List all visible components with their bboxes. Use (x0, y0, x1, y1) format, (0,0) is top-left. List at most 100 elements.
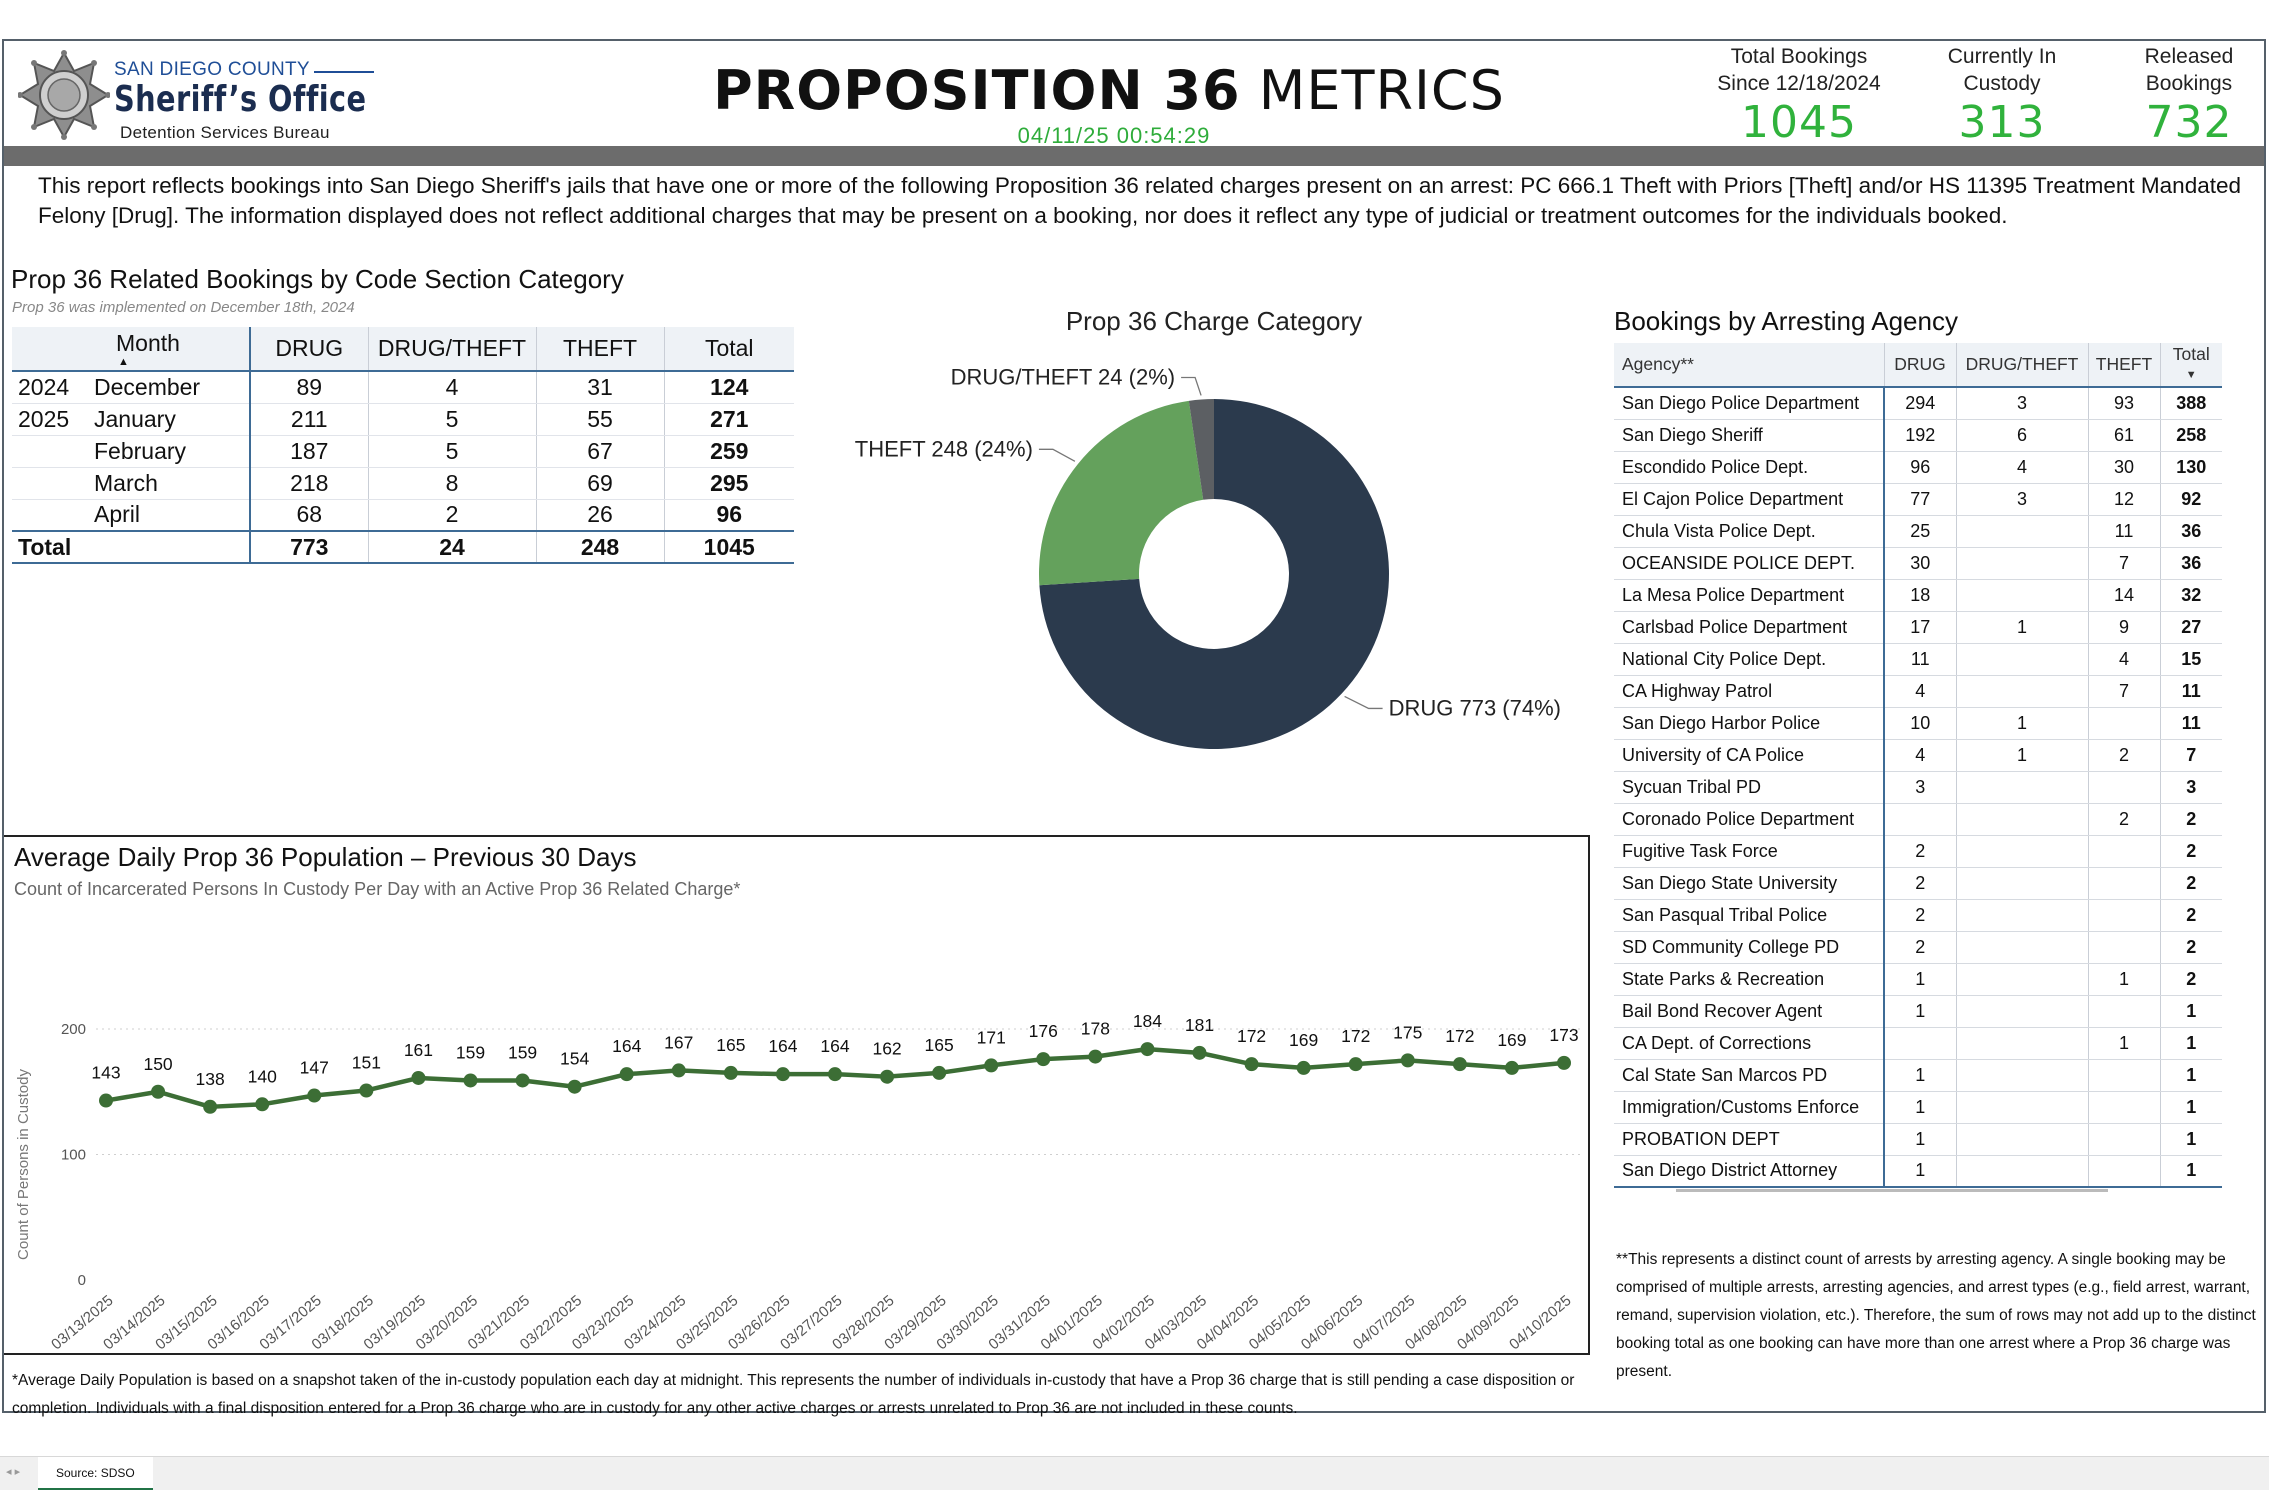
total-cell: 2 (2160, 931, 2222, 964)
drug-theft-header[interactable]: DRUG/THEFT (368, 327, 537, 372)
data-point[interactable] (1400, 1053, 1415, 1068)
data-point[interactable] (932, 1065, 947, 1080)
agency-cell: Sycuan Tribal PD (1614, 771, 1885, 804)
data-point[interactable] (359, 1083, 374, 1098)
data-point[interactable] (1192, 1045, 1207, 1060)
drug-header[interactable]: DRUG (1884, 343, 1957, 388)
table-row[interactable]: National City Police Dept. 11 4 15 (1614, 643, 2222, 676)
agency-cell: Escondido Police Dept. (1614, 451, 1885, 484)
drug-theft-header[interactable]: DRUG/THEFT (1956, 343, 2089, 388)
donut-leader-line (1038, 448, 1076, 462)
table-row[interactable]: Cal State San Marcos PD 1 1 (1614, 1059, 2222, 1092)
table-row[interactable]: University of CA Police 4 1 2 7 (1614, 739, 2222, 772)
donut-slice-theft[interactable] (1039, 400, 1204, 586)
data-label: 184 (1133, 1011, 1162, 1031)
table-row[interactable]: El Cajon Police Department 77 3 12 92 (1614, 483, 2222, 516)
drug-cell: 1 (1884, 1123, 1957, 1156)
drug-cell: 2 (1884, 899, 1957, 932)
table-scrollbar[interactable] (1676, 1189, 2108, 1192)
data-point[interactable] (1557, 1055, 1571, 1070)
data-point[interactable] (1244, 1057, 1259, 1072)
table-row[interactable]: La Mesa Police Department 18 14 32 (1614, 579, 2222, 612)
table-row[interactable]: San Diego State University 2 2 (1614, 867, 2222, 900)
data-point[interactable] (1036, 1052, 1051, 1067)
table-row[interactable]: April 68 2 26 96 (12, 499, 794, 532)
month-header[interactable]: Month ▲ (90, 327, 251, 372)
agency-cell: San Diego Police Department (1614, 387, 1885, 420)
tab-source[interactable]: Source: SDSO (38, 1457, 153, 1490)
table-row[interactable]: Chula Vista Police Dept. 25 11 36 (1614, 515, 2222, 548)
data-point[interactable] (671, 1063, 686, 1078)
table-row[interactable]: San Diego Police Department 294 3 93 388 (1614, 387, 2222, 420)
table-row[interactable]: OCEANSIDE POLICE DEPT. 30 7 36 (1614, 547, 2222, 580)
sort-descending-icon[interactable]: ▼ (2185, 369, 2197, 381)
table-row[interactable]: PROBATION DEPT 1 1 (1614, 1123, 2222, 1156)
data-point[interactable] (984, 1058, 999, 1073)
table-row[interactable]: CA Dept. of Corrections 1 1 (1614, 1027, 2222, 1060)
data-point[interactable] (99, 1093, 113, 1108)
data-point[interactable] (411, 1070, 426, 1085)
table-row[interactable]: February 187 5 67 259 (12, 435, 794, 468)
data-point[interactable] (775, 1067, 790, 1082)
table-row[interactable]: Bail Bond Recover Agent 1 1 (1614, 995, 2222, 1028)
donut-slice-drug[interactable] (1039, 399, 1389, 749)
table-row[interactable]: Immigration/Customs Enforce 1 1 (1614, 1091, 2222, 1124)
table-row[interactable]: San Diego Sheriff 192 6 61 258 (1614, 419, 2222, 452)
drug-cell: 3 (1884, 771, 1957, 804)
total-header[interactable]: Total ▼ (2160, 343, 2222, 388)
data-point[interactable] (203, 1099, 218, 1114)
drug-cell (1884, 803, 1957, 836)
donut-data-label: DRUG/THEFT 24 (2%) (951, 364, 1176, 389)
table-row[interactable]: San Diego District Attorney 1 1 (1614, 1155, 2222, 1188)
table-row[interactable]: 2025 January 211 5 55 271 (12, 403, 794, 436)
data-point[interactable] (1296, 1060, 1311, 1075)
data-point[interactable] (1140, 1042, 1155, 1057)
data-point[interactable] (1452, 1057, 1467, 1072)
table-row[interactable]: March 218 8 69 295 (12, 467, 794, 500)
data-point[interactable] (723, 1065, 738, 1080)
data-point[interactable] (463, 1073, 478, 1088)
data-point[interactable] (1504, 1060, 1519, 1075)
kpi-label: Since 12/18/2024 (1717, 72, 1881, 95)
tab-scroll-arrows[interactable]: ◂ ▸ (6, 1466, 21, 1478)
drug-header[interactable]: DRUG (250, 327, 369, 372)
data-point[interactable] (828, 1067, 842, 1082)
data-point[interactable] (515, 1073, 530, 1088)
data-label: 172 (1341, 1026, 1370, 1046)
table-row[interactable]: Sycuan Tribal PD 3 3 (1614, 771, 2222, 804)
drug-cell: 1 (1884, 1155, 1957, 1188)
table-row[interactable]: SD Community College PD 2 2 (1614, 931, 2222, 964)
month-header-label: Month (116, 330, 180, 356)
agency-header[interactable]: Agency** (1614, 343, 1885, 388)
table-row[interactable]: 2024 December 89 4 31 124 (12, 371, 794, 404)
table-row[interactable]: Coronado Police Department 2 2 (1614, 803, 2222, 836)
table-row[interactable]: Escondido Police Dept. 96 4 30 130 (1614, 451, 2222, 484)
table-row[interactable]: CA Highway Patrol 4 7 11 (1614, 675, 2222, 708)
year-cell (12, 499, 90, 532)
data-point[interactable] (255, 1097, 270, 1112)
data-point[interactable] (1088, 1049, 1103, 1064)
data-point[interactable] (880, 1069, 895, 1084)
data-point[interactable] (151, 1084, 166, 1099)
data-point[interactable] (307, 1088, 322, 1103)
theft-header[interactable]: THEFT (2088, 343, 2161, 388)
sort-ascending-icon[interactable]: ▲ (118, 356, 129, 368)
data-label: 165 (925, 1035, 954, 1055)
table-row[interactable]: San Diego Harbor Police 10 1 11 (1614, 707, 2222, 740)
table-row[interactable]: Carlsbad Police Department 17 1 9 27 (1614, 611, 2222, 644)
total-cell: 2 (2160, 867, 2222, 900)
drug-cell: 10 (1884, 707, 1957, 740)
donut-slice-drug-theft[interactable] (1188, 399, 1214, 500)
y-tick-label: 200 (61, 1021, 86, 1038)
data-point[interactable] (1348, 1057, 1363, 1072)
table-row[interactable]: San Pasqual Tribal Police 2 2 (1614, 899, 2222, 932)
theft-header[interactable]: THEFT (536, 327, 665, 372)
table-row[interactable]: Fugitive Task Force 2 2 (1614, 835, 2222, 868)
total-header[interactable]: Total (664, 327, 794, 372)
drug-cell: 4 (1884, 675, 1957, 708)
data-point[interactable] (619, 1067, 634, 1082)
drug-cell: 1 (1884, 963, 1957, 996)
table-row[interactable]: State Parks & Recreation 1 1 2 (1614, 963, 2222, 996)
code-table-title: Prop 36 Related Bookings by Code Section… (11, 264, 624, 294)
data-point[interactable] (567, 1079, 582, 1094)
